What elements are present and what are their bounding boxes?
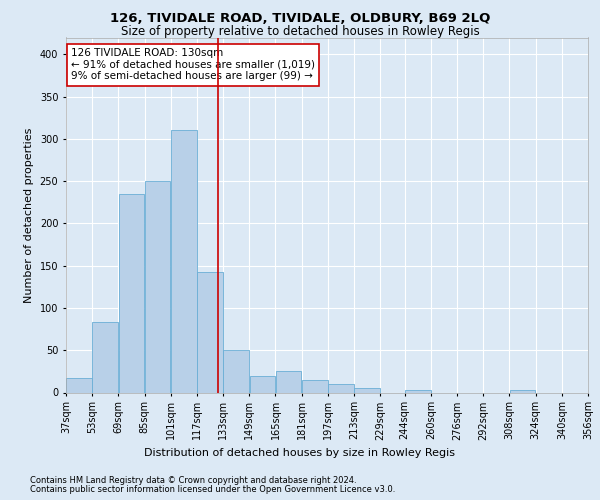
Text: 126, TIVIDALE ROAD, TIVIDALE, OLDBURY, B69 2LQ: 126, TIVIDALE ROAD, TIVIDALE, OLDBURY, B…	[110, 12, 490, 26]
Text: Contains HM Land Registry data © Crown copyright and database right 2024.: Contains HM Land Registry data © Crown c…	[30, 476, 356, 485]
Bar	[509, 390, 535, 392]
Bar	[223, 350, 249, 393]
Bar	[145, 181, 170, 392]
Bar	[302, 380, 328, 392]
Bar	[92, 322, 118, 392]
Bar	[66, 378, 92, 392]
Bar	[405, 390, 431, 392]
Bar	[171, 130, 197, 392]
Y-axis label: Number of detached properties: Number of detached properties	[24, 128, 34, 302]
Bar	[354, 388, 380, 392]
Text: Size of property relative to detached houses in Rowley Regis: Size of property relative to detached ho…	[121, 25, 479, 38]
Text: Contains public sector information licensed under the Open Government Licence v3: Contains public sector information licen…	[30, 485, 395, 494]
Bar	[276, 372, 301, 392]
Bar	[250, 376, 275, 392]
Bar	[119, 194, 145, 392]
Text: 126 TIVIDALE ROAD: 130sqm
← 91% of detached houses are smaller (1,019)
9% of sem: 126 TIVIDALE ROAD: 130sqm ← 91% of detac…	[71, 48, 315, 82]
Bar	[197, 272, 223, 392]
Bar	[328, 384, 354, 392]
Text: Distribution of detached houses by size in Rowley Regis: Distribution of detached houses by size …	[145, 448, 455, 458]
